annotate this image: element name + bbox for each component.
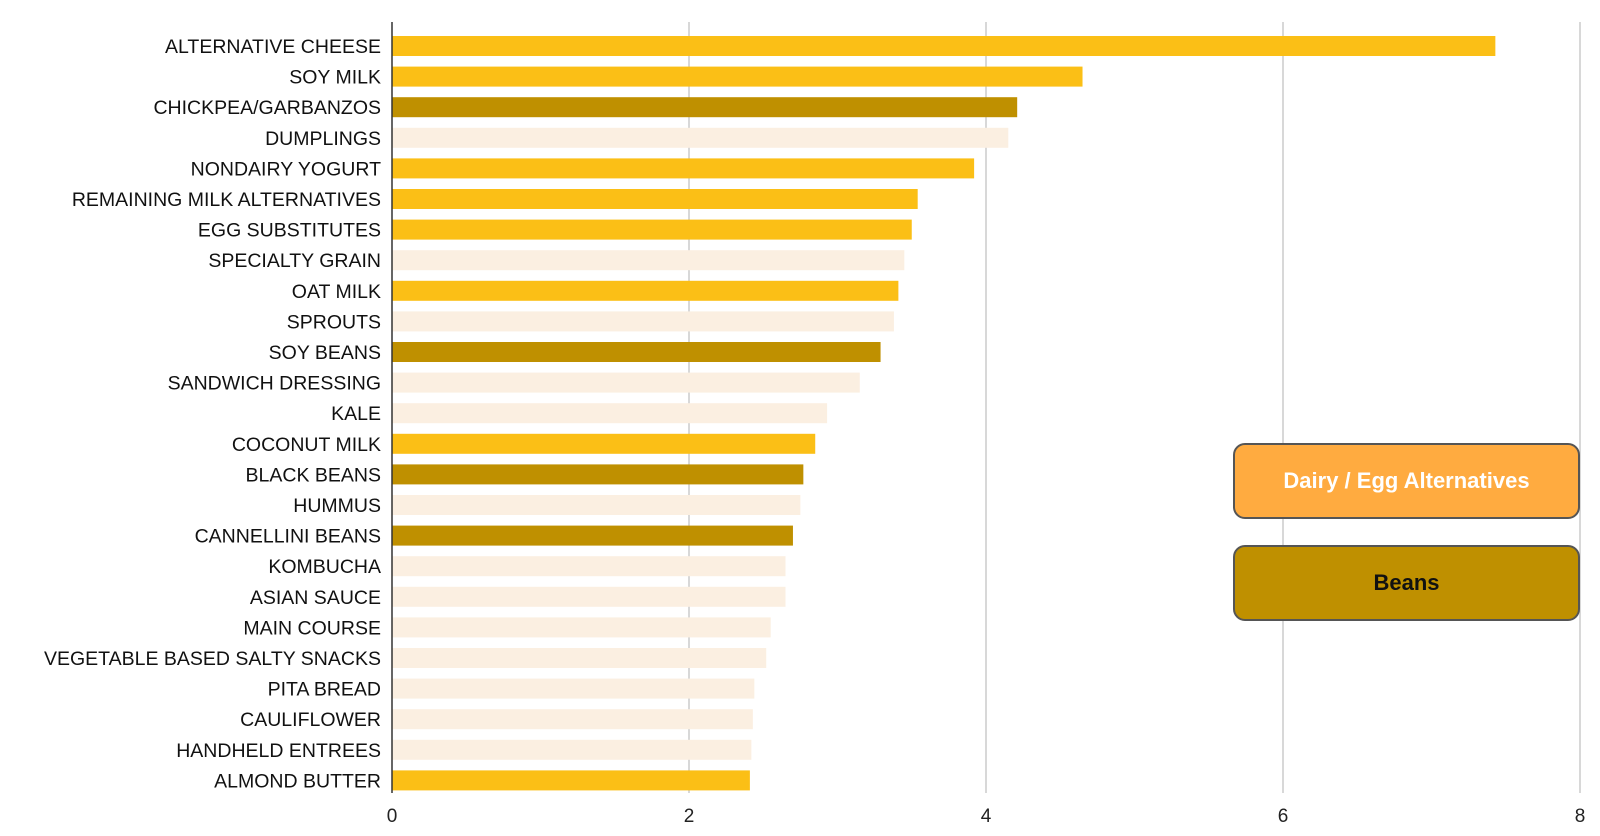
x-tick-label-6: 6 <box>1278 806 1289 827</box>
bar-soy-milk <box>392 66 1083 87</box>
x-tick-label-2: 2 <box>684 806 695 827</box>
category-label: ASIAN SAUCE <box>250 587 381 609</box>
category-label: KALE <box>331 403 381 425</box>
category-label: PITA BREAD <box>268 679 381 701</box>
category-label: OAT MILK <box>292 281 381 303</box>
bar-alternative-cheese <box>392 36 1496 56</box>
category-label: HUMMUS <box>293 495 381 517</box>
category-label: SANDWICH DRESSING <box>168 373 381 395</box>
bar-pita-bread <box>392 678 755 699</box>
x-tick-label-0: 0 <box>387 806 398 827</box>
category-label: BLACK BEANS <box>246 464 381 486</box>
bar-kombucha <box>392 556 786 577</box>
bar-chickpea-garbanzos <box>392 97 1018 118</box>
bar-hummus <box>392 495 801 515</box>
bar-kale <box>392 403 828 424</box>
bar-oat-milk <box>392 280 899 301</box>
bar-dumplings <box>392 127 1009 148</box>
category-label: CHICKPEA/GARBANZOS <box>153 97 381 119</box>
category-label: HANDHELD ENTREES <box>176 740 381 762</box>
bar-asian-sauce <box>392 586 786 607</box>
category-label: REMAINING MILK ALTERNATIVES <box>72 189 381 211</box>
category-label: COCONUT MILK <box>232 434 381 456</box>
category-label: DUMPLINGS <box>265 128 381 150</box>
bar-remaining-milk-alternatives <box>392 189 918 209</box>
bar-cannellini-beans <box>392 525 793 546</box>
category-label: CAULIFLOWER <box>240 709 381 731</box>
legend-item-dairy-egg-alternatives: Dairy / Egg Alternatives <box>1233 443 1580 519</box>
bar-main-course <box>392 617 771 638</box>
bar-coconut-milk <box>392 433 816 454</box>
category-label: SPROUTS <box>287 311 381 333</box>
category-label: CANNELLINI BEANS <box>195 526 381 548</box>
category-label: KOMBUCHA <box>268 556 381 578</box>
bar-handheld-entrees <box>392 739 752 760</box>
category-label: VEGETABLE BASED SALTY SNACKS <box>44 648 381 670</box>
bar-egg-substitutes <box>392 219 912 240</box>
bar-soy-beans <box>392 342 881 362</box>
category-label: EGG SUBSTITUTES <box>198 220 381 242</box>
category-label: SPECIALTY GRAIN <box>208 250 381 272</box>
bar-cauliflower <box>392 709 753 730</box>
legend-item-beans: Beans <box>1233 545 1580 621</box>
category-label: NONDAIRY YOGURT <box>191 158 381 180</box>
bar-vegetable-based-salty-snacks <box>392 648 767 668</box>
category-label: ALTERNATIVE CHEESE <box>165 36 381 58</box>
bar-sprouts <box>392 311 894 332</box>
bar-nondairy-yogurt <box>392 158 975 179</box>
bar-black-beans <box>392 464 804 485</box>
category-label: MAIN COURSE <box>243 617 381 639</box>
category-label: SOY MILK <box>289 67 381 89</box>
bar-specialty-grain <box>392 250 905 271</box>
category-label: SOY BEANS <box>269 342 381 364</box>
bar-sandwich-dressing <box>392 372 860 393</box>
x-tick-label-4: 4 <box>981 806 992 827</box>
bar-almond-butter <box>392 770 750 791</box>
category-label: ALMOND BUTTER <box>214 770 381 792</box>
x-tick-label-8: 8 <box>1575 806 1586 827</box>
